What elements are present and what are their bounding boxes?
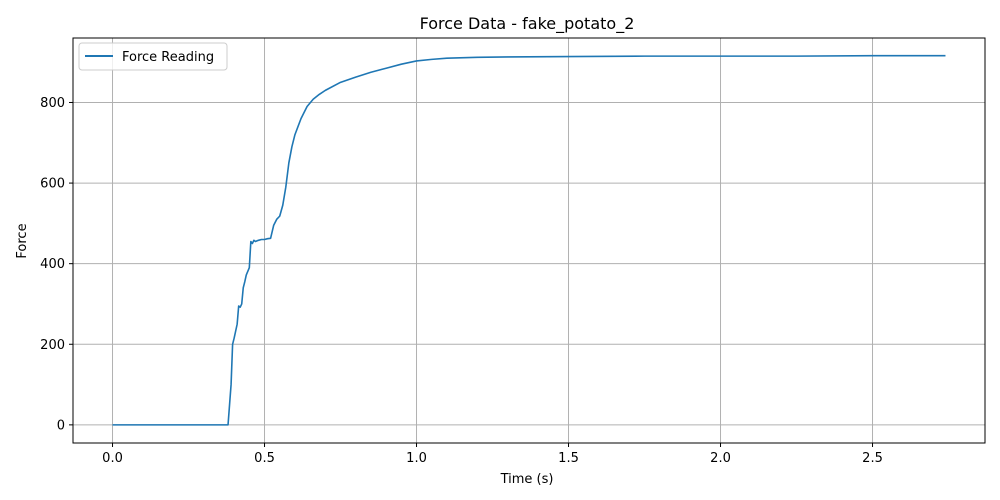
x-axis-label: Time (s) — [500, 472, 554, 487]
y-axis-label: Force — [15, 223, 30, 258]
legend-box — [78, 42, 228, 71]
grid — [73, 38, 985, 443]
chart-title: Force Data - fake_potato_2 — [420, 14, 635, 34]
legend-label: Force Reading — [122, 50, 214, 65]
ticks: 0.0 0.5 1.0 1.5 2.0 2.5 0 200 400 600 800 — [40, 96, 883, 466]
x-tick-label: 2.0 — [710, 451, 731, 466]
y-tick-label: 400 — [40, 257, 65, 272]
y-tick-label: 600 — [40, 177, 65, 192]
plot-frame — [72, 37, 986, 444]
y-tick-label: 800 — [40, 96, 65, 111]
x-tick-label: 1.0 — [406, 451, 427, 466]
series-line-force-reading — [112, 54, 946, 426]
x-tick-label: 0.0 — [102, 451, 123, 466]
x-tick-label: 2.5 — [862, 451, 883, 466]
y-tick-label: 200 — [40, 338, 65, 353]
x-tick-label: 0.5 — [254, 451, 275, 466]
y-tick-label: 0 — [57, 418, 65, 433]
x-tick-label: 1.5 — [558, 451, 579, 466]
series-layer — [112, 54, 946, 426]
legend: Force Reading — [78, 42, 228, 71]
